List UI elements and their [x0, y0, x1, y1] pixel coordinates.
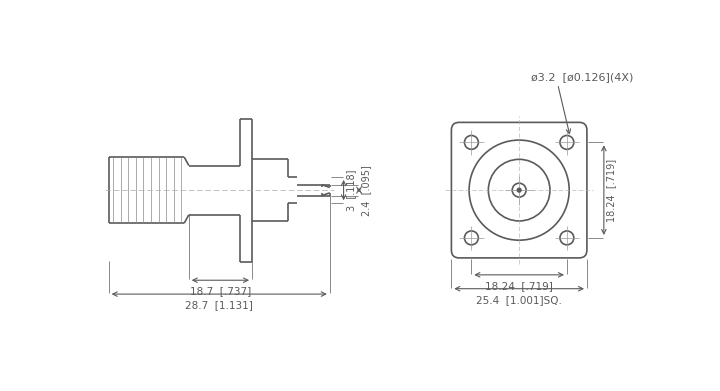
Text: 18.24  [.719]: 18.24 [.719] [485, 281, 553, 291]
Text: ø3.2  [ø0.126](4X): ø3.2 [ø0.126](4X) [531, 72, 633, 83]
Text: 18.24  [.719]: 18.24 [.719] [606, 159, 616, 222]
Text: 28.7  [1.131]: 28.7 [1.131] [185, 300, 253, 310]
Text: 2.4  [.095]: 2.4 [.095] [361, 165, 372, 215]
Text: 25.4  [1.001]SQ.: 25.4 [1.001]SQ. [476, 295, 562, 305]
Text: 18.7  [.737]: 18.7 [.737] [190, 286, 251, 296]
Text: 3  [.118]: 3 [.118] [346, 169, 356, 211]
Circle shape [517, 188, 521, 192]
